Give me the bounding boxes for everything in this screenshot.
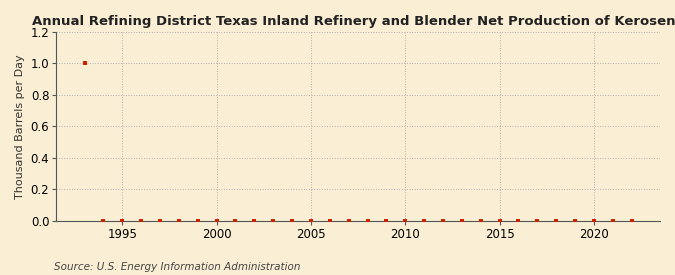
Point <box>437 219 448 223</box>
Point <box>570 219 580 223</box>
Point <box>532 219 543 223</box>
Point <box>211 219 222 223</box>
Point <box>494 219 505 223</box>
Point <box>136 219 146 223</box>
Point <box>418 219 429 223</box>
Point <box>268 219 279 223</box>
Point <box>306 219 317 223</box>
Title: Annual Refining District Texas Inland Refinery and Blender Net Production of Ker: Annual Refining District Texas Inland Re… <box>32 15 675 28</box>
Point <box>475 219 486 223</box>
Point <box>117 219 128 223</box>
Point <box>287 219 298 223</box>
Point <box>589 219 599 223</box>
Point <box>513 219 524 223</box>
Point <box>79 61 90 66</box>
Point <box>344 219 354 223</box>
Point <box>626 219 637 223</box>
Point <box>249 219 260 223</box>
Y-axis label: Thousand Barrels per Day: Thousand Barrels per Day <box>15 54 25 199</box>
Point <box>381 219 392 223</box>
Point <box>173 219 184 223</box>
Point <box>98 219 109 223</box>
Point <box>551 219 562 223</box>
Point <box>230 219 241 223</box>
Point <box>325 219 335 223</box>
Point <box>362 219 373 223</box>
Point <box>400 219 410 223</box>
Text: Source: U.S. Energy Information Administration: Source: U.S. Energy Information Administ… <box>54 262 300 272</box>
Point <box>155 219 165 223</box>
Point <box>192 219 203 223</box>
Point <box>608 219 618 223</box>
Point <box>456 219 467 223</box>
